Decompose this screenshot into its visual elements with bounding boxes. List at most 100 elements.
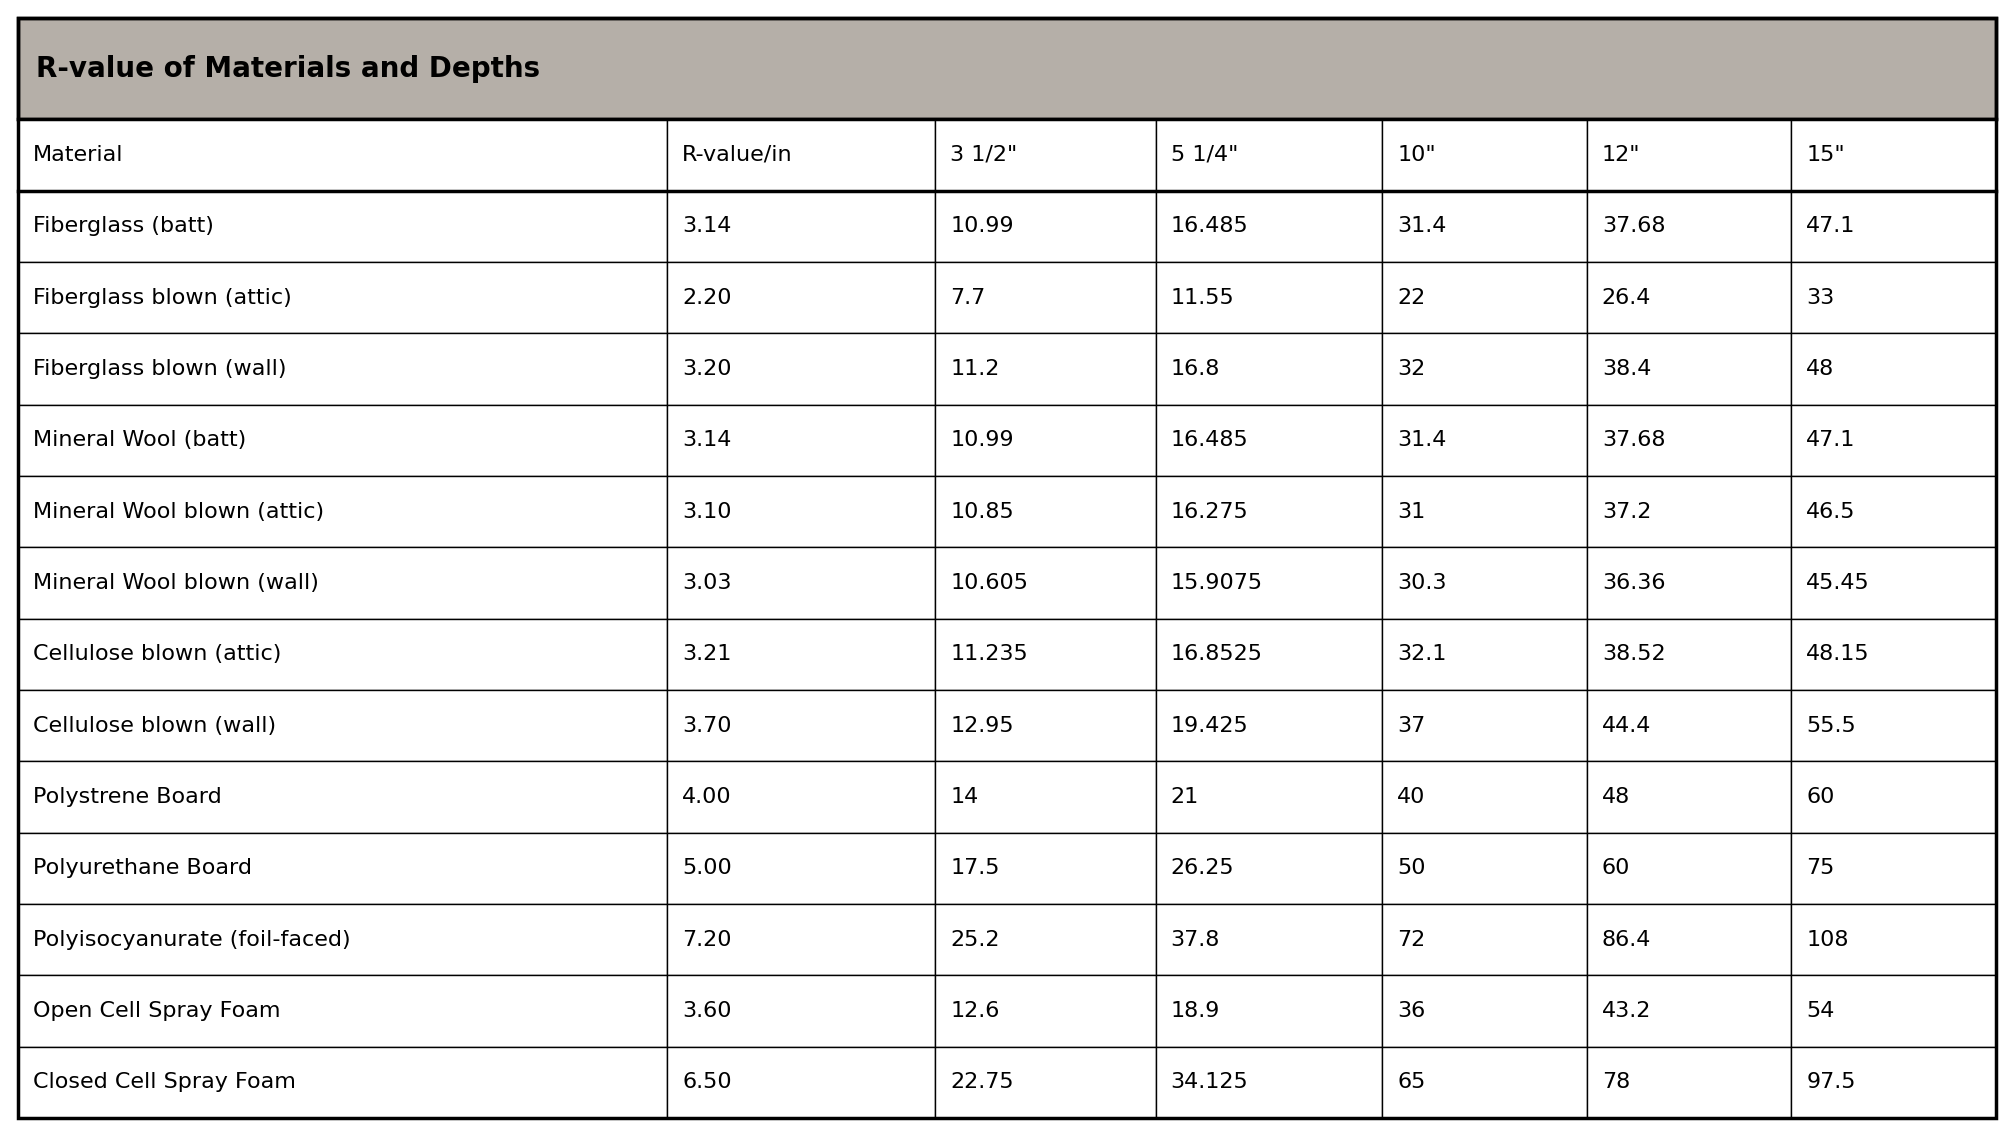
Text: 54: 54 bbox=[1807, 1001, 1835, 1021]
Bar bbox=[1156, 333, 1382, 404]
Bar bbox=[1790, 619, 1996, 690]
Bar bbox=[1382, 1046, 1587, 1118]
Text: Mineral Wool blown (wall): Mineral Wool blown (wall) bbox=[32, 573, 318, 593]
Bar bbox=[1587, 619, 1790, 690]
Text: 60: 60 bbox=[1601, 859, 1629, 878]
Bar bbox=[1156, 976, 1382, 1046]
Text: 86.4: 86.4 bbox=[1601, 929, 1651, 950]
Text: 108: 108 bbox=[1807, 929, 1849, 950]
Text: 46.5: 46.5 bbox=[1807, 502, 1855, 521]
Bar bbox=[1790, 119, 1996, 191]
Text: 12": 12" bbox=[1601, 145, 1639, 165]
Text: 97.5: 97.5 bbox=[1807, 1072, 1855, 1093]
Text: 16.275: 16.275 bbox=[1170, 502, 1249, 521]
Bar bbox=[1587, 548, 1790, 619]
Bar bbox=[1382, 333, 1587, 404]
Text: 25.2: 25.2 bbox=[951, 929, 1001, 950]
Bar bbox=[1382, 904, 1587, 976]
Bar bbox=[1382, 548, 1587, 619]
Text: 7.20: 7.20 bbox=[683, 929, 731, 950]
Text: 4.00: 4.00 bbox=[683, 787, 731, 807]
Bar bbox=[18, 333, 667, 404]
Bar bbox=[1587, 191, 1790, 262]
Text: 47.1: 47.1 bbox=[1807, 216, 1855, 236]
Text: 47.1: 47.1 bbox=[1807, 431, 1855, 450]
Text: 31: 31 bbox=[1398, 502, 1426, 521]
Bar bbox=[1587, 1046, 1790, 1118]
Text: 17.5: 17.5 bbox=[951, 859, 1001, 878]
Bar bbox=[18, 262, 667, 333]
Text: 15.9075: 15.9075 bbox=[1170, 573, 1263, 593]
Bar bbox=[667, 119, 934, 191]
Bar bbox=[1156, 119, 1382, 191]
Text: 26.4: 26.4 bbox=[1601, 287, 1651, 308]
Text: 21: 21 bbox=[1170, 787, 1198, 807]
Bar bbox=[1156, 904, 1382, 976]
Text: 37.68: 37.68 bbox=[1601, 431, 1666, 450]
Text: 3.03: 3.03 bbox=[683, 573, 731, 593]
Text: 16.8: 16.8 bbox=[1170, 359, 1220, 379]
Text: 31.4: 31.4 bbox=[1398, 431, 1446, 450]
Text: 36.36: 36.36 bbox=[1601, 573, 1666, 593]
Text: 33: 33 bbox=[1807, 287, 1835, 308]
Text: 3.70: 3.70 bbox=[683, 716, 731, 736]
Text: 16.485: 16.485 bbox=[1170, 431, 1249, 450]
Text: Material: Material bbox=[32, 145, 123, 165]
Bar bbox=[18, 476, 667, 548]
Bar bbox=[1587, 404, 1790, 476]
Text: 10.605: 10.605 bbox=[951, 573, 1029, 593]
Bar bbox=[1156, 548, 1382, 619]
Bar bbox=[1790, 404, 1996, 476]
Text: 3.21: 3.21 bbox=[683, 644, 731, 665]
Bar bbox=[1587, 976, 1790, 1046]
Text: 10": 10" bbox=[1398, 145, 1436, 165]
Bar bbox=[667, 761, 934, 833]
Bar bbox=[934, 191, 1156, 262]
Bar bbox=[1587, 119, 1790, 191]
Bar bbox=[934, 404, 1156, 476]
Text: 11.235: 11.235 bbox=[951, 644, 1029, 665]
Bar bbox=[934, 476, 1156, 548]
Bar bbox=[1382, 833, 1587, 904]
Bar bbox=[934, 548, 1156, 619]
Bar bbox=[18, 18, 1996, 119]
Bar bbox=[934, 333, 1156, 404]
Bar bbox=[1587, 761, 1790, 833]
Text: 48: 48 bbox=[1807, 359, 1835, 379]
Text: 7.7: 7.7 bbox=[951, 287, 985, 308]
Text: 44.4: 44.4 bbox=[1601, 716, 1651, 736]
Bar bbox=[934, 690, 1156, 761]
Text: 43.2: 43.2 bbox=[1601, 1001, 1651, 1021]
Bar bbox=[18, 404, 667, 476]
Bar bbox=[1587, 690, 1790, 761]
Text: Mineral Wool blown (attic): Mineral Wool blown (attic) bbox=[32, 502, 324, 521]
Bar bbox=[1156, 761, 1382, 833]
Text: 48.15: 48.15 bbox=[1807, 644, 1871, 665]
Text: 16.485: 16.485 bbox=[1170, 216, 1249, 236]
Bar bbox=[1382, 404, 1587, 476]
Text: 12.95: 12.95 bbox=[951, 716, 1015, 736]
Text: 11.55: 11.55 bbox=[1170, 287, 1235, 308]
Bar bbox=[667, 333, 934, 404]
Bar bbox=[1587, 904, 1790, 976]
Bar bbox=[667, 191, 934, 262]
Text: 37.2: 37.2 bbox=[1601, 502, 1651, 521]
Text: 18.9: 18.9 bbox=[1170, 1001, 1220, 1021]
Bar bbox=[18, 761, 667, 833]
Text: Cellulose blown (attic): Cellulose blown (attic) bbox=[32, 644, 282, 665]
Bar bbox=[1156, 690, 1382, 761]
Text: 78: 78 bbox=[1601, 1072, 1629, 1093]
Text: 37.68: 37.68 bbox=[1601, 216, 1666, 236]
Bar bbox=[1156, 476, 1382, 548]
Text: Fiberglass blown (wall): Fiberglass blown (wall) bbox=[32, 359, 286, 379]
Bar bbox=[18, 976, 667, 1046]
Text: R-value of Materials and Depths: R-value of Materials and Depths bbox=[36, 55, 540, 83]
Bar bbox=[1156, 833, 1382, 904]
Bar bbox=[1790, 833, 1996, 904]
Bar bbox=[1382, 619, 1587, 690]
Text: 37: 37 bbox=[1398, 716, 1426, 736]
Bar bbox=[18, 548, 667, 619]
Text: 16.8525: 16.8525 bbox=[1170, 644, 1263, 665]
Bar bbox=[667, 976, 934, 1046]
Bar bbox=[1382, 761, 1587, 833]
